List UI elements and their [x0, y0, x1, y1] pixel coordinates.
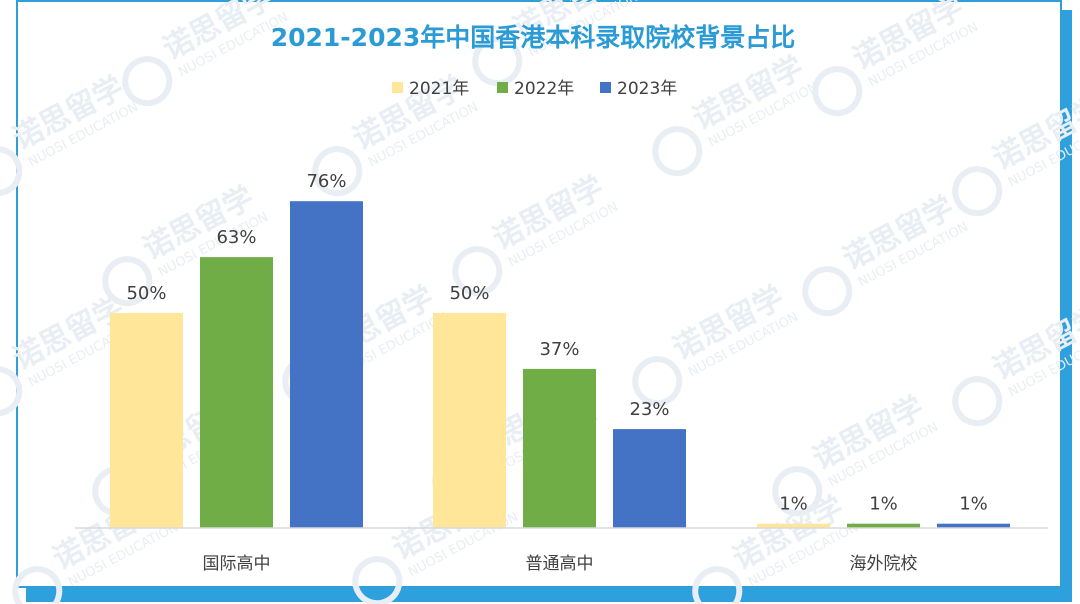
data-label: 1%: [779, 494, 808, 515]
watermark-logo: [952, 376, 1003, 427]
legend-label: 2023年: [617, 79, 677, 99]
legend-label: 2021年: [409, 79, 469, 99]
bar: [757, 523, 830, 528]
x-axis-tick-labels: 国际高中 普通高中 海外院校: [203, 554, 918, 574]
watermark-logo: [772, 466, 823, 517]
data-label: 37%: [539, 339, 579, 360]
data-label: 1%: [959, 494, 988, 515]
x-tick-label: 国际高中: [203, 554, 271, 574]
watermark-logo: [0, 366, 23, 417]
data-label: 76%: [306, 171, 346, 192]
legend-swatch: [392, 82, 403, 93]
chart-title: 2021-2023年中国香港本科录取院校背景占比: [271, 23, 796, 52]
watermark-logo: [472, 36, 523, 87]
data-label: 1%: [869, 494, 898, 515]
bar: [613, 429, 686, 528]
legend-swatch: [600, 82, 611, 93]
chart-legend: 2021年 2022年 2023年: [392, 79, 677, 99]
watermark-logo: [652, 126, 703, 177]
legend-label: 2022年: [514, 79, 574, 99]
watermark-logo: [312, 146, 363, 197]
watermark-logo: [812, 66, 863, 117]
bar: [290, 201, 363, 528]
bar-group: 50% 63% 76% 50% 37% 23% 1% 1% 1%: [110, 171, 1010, 528]
watermark-logo: [102, 256, 153, 307]
watermark-logo: [452, 246, 503, 297]
data-label: 23%: [629, 399, 669, 420]
bar: [200, 257, 273, 528]
watermark-logo: [632, 356, 683, 407]
x-tick-label: 普通高中: [526, 554, 594, 574]
watermark-logo: [692, 566, 743, 604]
watermark-logo: [12, 566, 63, 604]
watermark-logo: [802, 266, 853, 317]
watermark-logo: [352, 556, 403, 604]
data-label: 50%: [126, 283, 166, 304]
data-label: 63%: [216, 227, 256, 248]
bar: [937, 523, 1010, 528]
data-label: 50%: [449, 283, 489, 304]
watermark-logo: [0, 146, 23, 197]
bar: [523, 368, 596, 528]
legend-swatch: [497, 82, 508, 93]
bar: [433, 313, 506, 528]
bar: [110, 313, 183, 528]
watermark-logo: [122, 56, 173, 107]
bar: [847, 523, 920, 528]
watermark-logo: [952, 166, 1003, 217]
x-tick-label: 海外院校: [850, 554, 918, 574]
